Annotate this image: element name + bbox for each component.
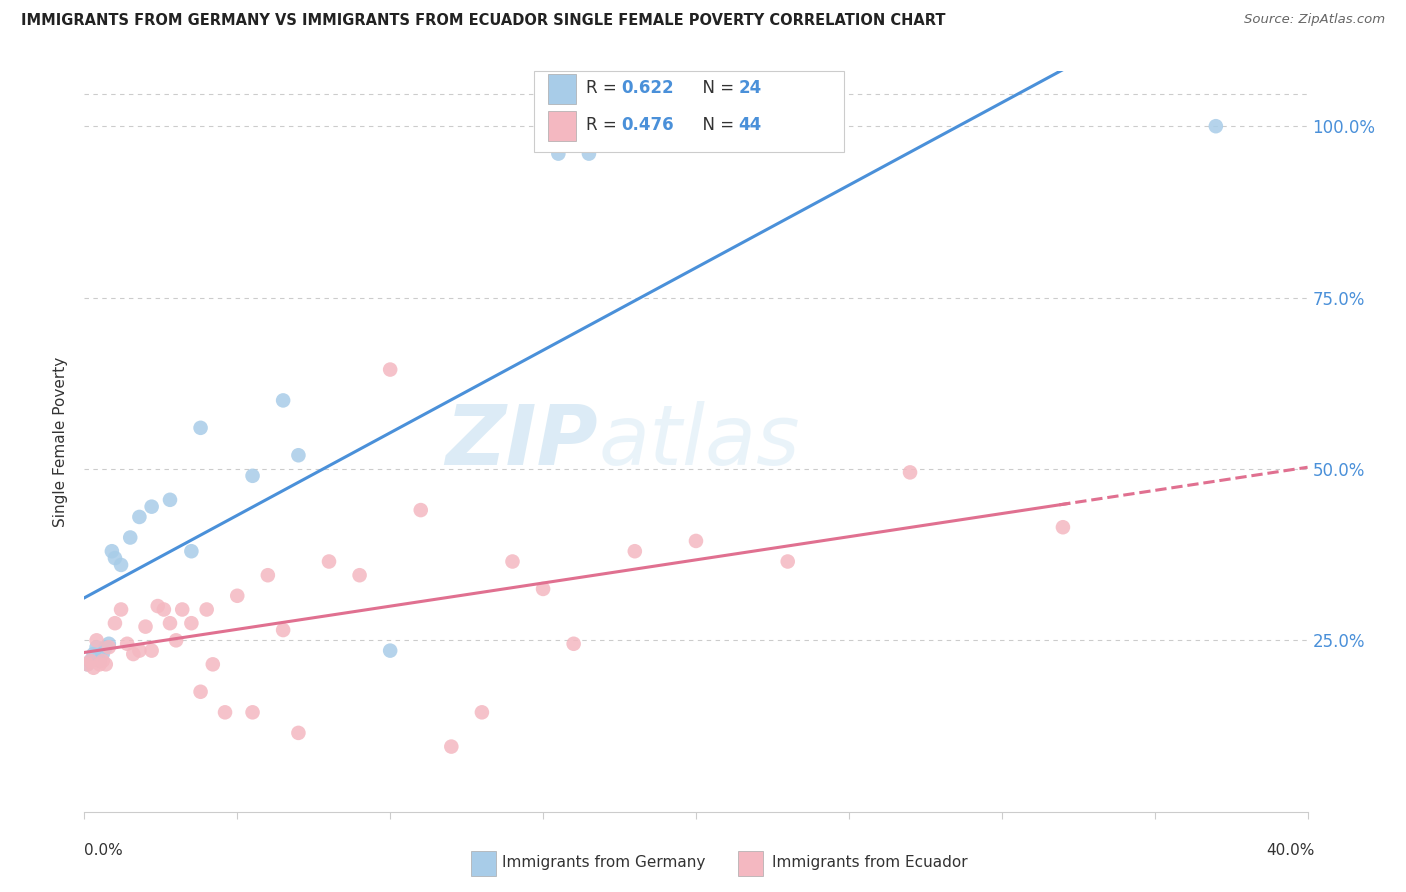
Point [110,602,132,616]
Point [146,599,169,613]
Point [380,362,402,376]
Text: N =: N = [692,79,740,97]
Text: 0.476: 0.476 [621,116,673,134]
Point [242,706,264,720]
Point [190,421,212,435]
Point [624,544,647,558]
Point [380,643,402,657]
Text: N =: N = [692,116,740,134]
Text: ZIP: ZIP [446,401,598,482]
Point [562,637,585,651]
Point [578,146,600,161]
Text: 0.0%: 0.0% [84,843,124,858]
Point [1205,119,1227,133]
Point [214,706,236,720]
Point [502,554,524,568]
Point [128,510,150,524]
Point [180,544,202,558]
Point [531,582,554,596]
Point [79,654,101,668]
Point [271,623,294,637]
Point [89,654,111,668]
Y-axis label: Single Female Poverty: Single Female Poverty [53,357,69,526]
Text: 40.0%: 40.0% [1267,843,1315,858]
Point [201,657,224,672]
Point [159,616,181,631]
Text: Source: ZipAtlas.com: Source: ZipAtlas.com [1244,13,1385,27]
Point [115,637,138,651]
Point [76,657,98,672]
Point [94,657,117,672]
Point [135,619,157,633]
Point [128,643,150,657]
Point [242,468,264,483]
Point [91,647,114,661]
Point [776,554,799,568]
Point [83,661,105,675]
Point [1052,520,1074,534]
Point [287,448,309,462]
Point [685,533,707,548]
Point [180,616,202,631]
Point [76,657,98,672]
Point [89,657,111,672]
Text: IMMIGRANTS FROM GERMANY VS IMMIGRANTS FROM ECUADOR SINGLE FEMALE POVERTY CORRELA: IMMIGRANTS FROM GERMANY VS IMMIGRANTS FR… [21,13,946,29]
Point [471,706,494,720]
Point [110,558,132,572]
Point [86,633,108,648]
Point [79,654,101,668]
Point [409,503,432,517]
Text: Immigrants from Germany: Immigrants from Germany [502,855,706,870]
Point [898,466,921,480]
Point [257,568,280,582]
Point [349,568,371,582]
Text: 24: 24 [738,79,762,97]
Point [141,643,163,657]
Point [271,393,294,408]
Text: 44: 44 [738,116,762,134]
Text: Immigrants from Ecuador: Immigrants from Ecuador [772,855,967,870]
Point [97,640,120,655]
Text: R =: R = [586,116,623,134]
Point [190,685,212,699]
Point [195,602,218,616]
Point [83,647,105,661]
Point [86,640,108,655]
Text: atlas: atlas [598,401,800,482]
Text: 0.622: 0.622 [621,79,673,97]
Point [101,544,124,558]
Point [104,616,127,631]
Point [120,531,142,545]
Point [159,492,181,507]
Point [153,602,176,616]
Point [318,554,340,568]
Point [440,739,463,754]
Point [97,637,120,651]
Point [287,726,309,740]
Point [172,602,194,616]
Point [226,589,249,603]
Point [165,633,187,648]
Text: R =: R = [586,79,623,97]
Point [94,640,117,655]
Point [141,500,163,514]
Point [122,647,145,661]
Point [91,654,114,668]
Point [104,551,127,566]
Point [547,146,569,161]
